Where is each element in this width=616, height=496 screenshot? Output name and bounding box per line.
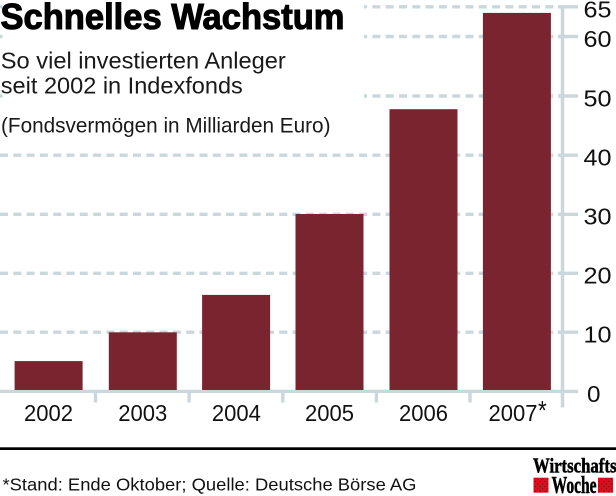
svg-text:seit 2002 in Indexfonds: seit 2002 in Indexfonds — [1, 72, 243, 98]
svg-text:(Fondsvermögen in Milliarden E: (Fondsvermögen in Milliarden Euro) — [1, 114, 331, 137]
svg-text:60: 60 — [584, 26, 612, 52]
svg-text:*Stand: Ende Oktober; Quelle:: *Stand: Ende Oktober; Quelle: Deutsche B… — [3, 474, 417, 494]
svg-text:So viel investierten Anleger: So viel investierten Anleger — [1, 47, 286, 73]
svg-text:2007: 2007 — [489, 400, 538, 426]
svg-text:50: 50 — [584, 85, 612, 111]
svg-text:2002: 2002 — [24, 400, 73, 426]
svg-text:65: 65 — [584, 0, 612, 22]
svg-text:Woche: Woche — [552, 473, 597, 496]
svg-text:2006: 2006 — [399, 400, 448, 426]
svg-text:Wirtschafts: Wirtschafts — [533, 454, 616, 478]
svg-text:Schnelles Wachstum: Schnelles Wachstum — [1, 0, 345, 37]
svg-text:0: 0 — [587, 381, 601, 407]
svg-text:10: 10 — [584, 322, 612, 348]
svg-text:2004: 2004 — [212, 400, 261, 426]
svg-text:2005: 2005 — [305, 400, 354, 426]
svg-text:2003: 2003 — [118, 400, 167, 426]
svg-text:20: 20 — [584, 263, 612, 289]
svg-text:*: * — [538, 395, 547, 425]
svg-text:30: 30 — [584, 204, 612, 230]
svg-text:40: 40 — [584, 145, 612, 171]
